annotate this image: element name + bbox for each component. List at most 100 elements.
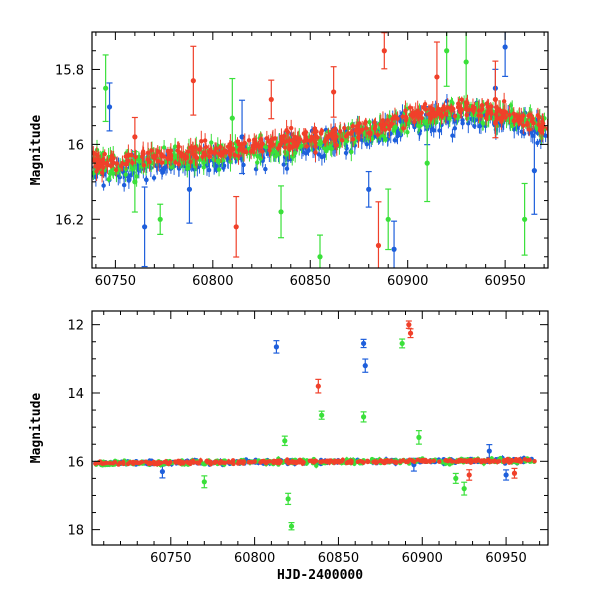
data-point <box>464 112 469 118</box>
data-point <box>322 139 328 144</box>
x-axis-title: HJD-2400000 <box>277 568 363 583</box>
data-point <box>176 162 182 167</box>
data-point <box>289 138 295 143</box>
data-point <box>185 166 190 171</box>
data-point <box>258 156 263 161</box>
data-point <box>545 126 548 131</box>
data-point <box>199 138 204 144</box>
data-point <box>127 459 133 465</box>
data-point <box>521 131 527 136</box>
outlier-point <box>399 340 405 347</box>
data-point <box>222 460 228 465</box>
data-point <box>445 105 450 110</box>
data-point <box>414 113 419 118</box>
data-point <box>176 144 181 149</box>
data-point <box>501 458 507 463</box>
data-point <box>266 139 271 144</box>
data-point <box>496 108 502 113</box>
y-tick-label: 16.2 <box>55 213 84 228</box>
data-point <box>133 154 138 160</box>
data-point <box>326 459 331 464</box>
data-point <box>363 126 369 131</box>
data-point <box>347 459 352 464</box>
data-point <box>313 458 319 464</box>
data-point <box>415 457 421 462</box>
data-point <box>123 172 128 177</box>
data-point <box>460 121 465 126</box>
data-point <box>530 116 535 121</box>
data-point <box>225 144 231 149</box>
data-point <box>290 460 295 465</box>
data-point <box>140 149 146 154</box>
outlier-point <box>503 472 509 478</box>
data-point <box>286 460 291 466</box>
data-point <box>97 162 102 167</box>
outlier-point <box>463 59 469 65</box>
series-green <box>93 338 537 531</box>
data-point <box>188 145 193 150</box>
data-point <box>120 161 125 166</box>
data-point <box>107 460 113 466</box>
data-point <box>275 146 281 151</box>
data-points <box>92 32 548 268</box>
data-point <box>531 120 536 126</box>
data-point <box>218 144 223 150</box>
data-point <box>236 153 241 159</box>
y-axis-title: Magnitude <box>29 393 44 464</box>
data-point <box>522 457 528 462</box>
data-point <box>116 462 121 467</box>
data-point <box>279 136 284 142</box>
data-point <box>173 459 178 464</box>
outlier-point <box>190 78 196 84</box>
data-point <box>318 131 324 136</box>
data-point <box>337 129 343 134</box>
data-point <box>105 163 110 168</box>
series-red <box>93 320 537 481</box>
outlier-point <box>385 216 391 222</box>
data-point <box>201 160 206 165</box>
data-point <box>285 138 291 144</box>
outlier-point <box>360 414 367 420</box>
outlier-point <box>531 168 537 174</box>
data-point <box>299 143 304 148</box>
data-point <box>307 458 313 464</box>
data-point <box>141 163 147 168</box>
data-point <box>94 169 99 174</box>
data-point <box>112 460 118 465</box>
data-point <box>303 135 309 140</box>
x-tick-label: 60850 <box>318 551 359 566</box>
data-point <box>252 137 257 142</box>
data-point <box>401 126 406 131</box>
x-tick-label: 60850 <box>290 274 331 289</box>
data-point <box>516 118 521 123</box>
data-point <box>444 98 450 104</box>
data-point <box>393 459 399 465</box>
outlier-point <box>282 438 288 444</box>
data-point <box>449 99 454 104</box>
data-point <box>360 127 365 132</box>
data-point <box>101 183 106 188</box>
data-point <box>437 128 442 133</box>
data-point <box>267 148 272 153</box>
data-point <box>507 112 512 118</box>
data-point <box>303 130 309 135</box>
data-point <box>369 136 375 142</box>
data-point <box>212 150 218 155</box>
data-point <box>431 128 436 133</box>
data-point <box>298 458 304 463</box>
data-point <box>349 129 355 135</box>
data-point <box>292 150 298 156</box>
data-point <box>459 97 464 102</box>
data-point <box>123 154 128 159</box>
data-point <box>270 142 276 147</box>
data-point <box>201 150 206 156</box>
data-point <box>318 460 323 465</box>
outlier-point <box>103 85 109 91</box>
data-point <box>251 147 256 152</box>
data-point <box>383 137 388 142</box>
data-point <box>392 138 398 143</box>
data-point <box>156 461 162 466</box>
data-point <box>489 104 494 109</box>
data-point <box>427 459 433 464</box>
data-point <box>516 458 522 463</box>
